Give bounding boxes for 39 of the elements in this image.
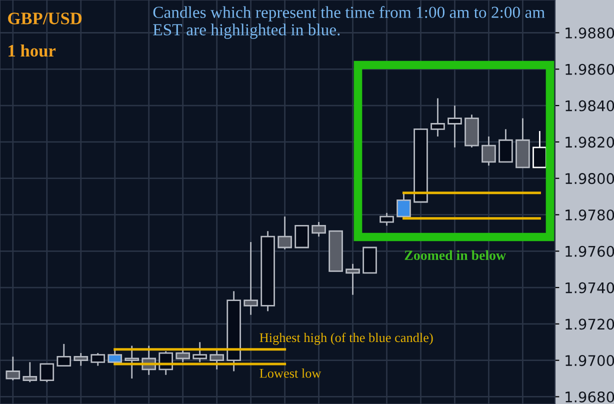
candlestick	[482, 136, 496, 166]
y-tick-label: 1.9720	[566, 318, 614, 330]
y-tick-label: 1.9820	[566, 136, 614, 148]
y-tick-label: 1.9800	[566, 173, 614, 184]
series-label: Highest high (of the blue candle)	[260, 332, 433, 345]
candlestick	[294, 224, 309, 248]
y-tick-label: 1.9860	[566, 64, 614, 75]
y-tick-label: 1.9700	[566, 355, 614, 366]
text: GBP/USD	[8, 12, 82, 24]
y-tick-label: 1.9740	[566, 282, 614, 294]
y-tick-label: 1.9760	[566, 246, 614, 257]
candlestick	[380, 212, 394, 226]
candlestick	[192, 341, 207, 363]
candlestick	[40, 363, 54, 383]
candlestick	[430, 98, 445, 138]
text: 1 hour	[8, 44, 56, 57]
candlestick	[346, 263, 360, 296]
series-label: Lowest low	[260, 368, 322, 378]
candlestick	[56, 343, 72, 366]
candlestick	[312, 221, 326, 238]
candlestick	[22, 361, 38, 383]
candlestick	[124, 345, 140, 380]
candlestick	[6, 356, 20, 382]
candlestick	[90, 352, 106, 366]
candlestick	[210, 348, 224, 370]
y-tick-label: 1.9840	[566, 100, 614, 112]
y-tick-label: 1.9780	[566, 209, 614, 220]
annotation: Zoomed in below	[404, 250, 506, 260]
candlestick	[532, 130, 547, 168]
candlestick	[244, 241, 258, 316]
candlestick	[448, 104, 462, 148]
candlestick	[74, 352, 88, 366]
y-tick-label: 1.9880	[566, 27, 614, 39]
candlestick	[278, 216, 292, 250]
candlestick	[498, 128, 513, 163]
y-tick-label: 1.9680	[566, 391, 614, 402]
annotation: Candles which represent the time from 1:00 am to 2:00 am EST are highlighted in blue.	[153, 6, 545, 39]
candlestick	[176, 348, 190, 363]
candlestick	[396, 192, 411, 220]
